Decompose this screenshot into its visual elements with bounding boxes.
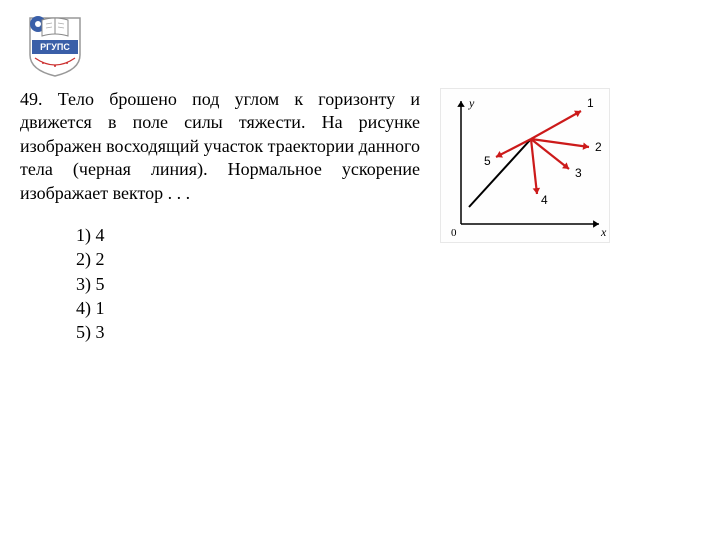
option-item: 5) 3 [76,320,420,344]
svg-text:0: 0 [451,227,457,239]
svg-text:5: 5 [484,154,491,168]
svg-text:3: 3 [575,166,582,180]
question-block: 49. Тело брошено под углом к горизонту и… [20,88,420,344]
option-item: 4) 1 [76,296,420,320]
institution-logo: РГУПС [20,10,90,78]
question-body: Тело брошено под углом к горизонту и дви… [20,89,420,203]
physics-diagram: xy012345 [440,88,610,243]
content-row: 49. Тело брошено под углом к горизонту и… [20,88,700,344]
question-number: 49. [20,89,43,109]
option-item: 2) 2 [76,247,420,271]
svg-text:1: 1 [587,96,594,110]
svg-text:2: 2 [595,140,602,154]
option-item: 3) 5 [76,272,420,296]
question-text: 49. Тело брошено под углом к горизонту и… [20,88,420,205]
option-item: 1) 4 [76,223,420,247]
svg-text:y: y [468,96,475,110]
svg-text:4: 4 [541,193,548,207]
logo-text: РГУПС [40,42,70,52]
options-list: 1) 42) 23) 54) 15) 3 [76,223,420,344]
svg-text:x: x [600,225,607,239]
